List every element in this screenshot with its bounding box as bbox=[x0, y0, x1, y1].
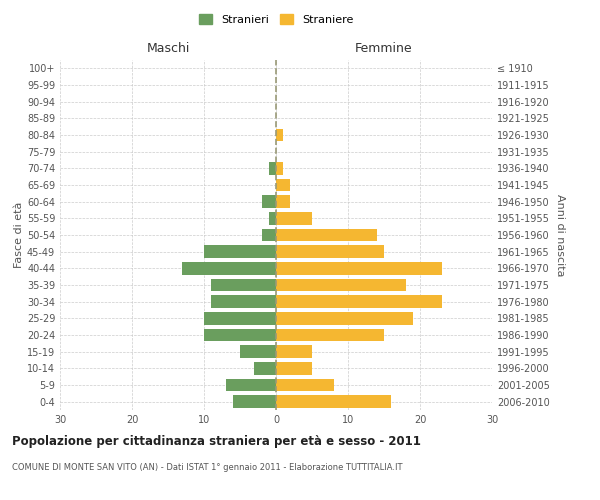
Bar bbox=[276, 346, 312, 358]
Bar bbox=[269, 212, 276, 224]
Bar bbox=[276, 246, 384, 258]
Bar bbox=[276, 362, 312, 374]
Bar bbox=[240, 346, 276, 358]
Bar bbox=[276, 212, 312, 224]
Text: COMUNE DI MONTE SAN VITO (AN) - Dati ISTAT 1° gennaio 2011 - Elaborazione TUTTIT: COMUNE DI MONTE SAN VITO (AN) - Dati IST… bbox=[12, 462, 403, 471]
Bar bbox=[276, 229, 377, 241]
Bar bbox=[276, 179, 290, 192]
Bar bbox=[204, 329, 276, 341]
Bar bbox=[254, 362, 276, 374]
Bar bbox=[211, 296, 276, 308]
Bar bbox=[182, 262, 276, 274]
Bar bbox=[226, 379, 276, 391]
Bar bbox=[276, 329, 384, 341]
Y-axis label: Fasce di età: Fasce di età bbox=[14, 202, 24, 268]
Bar bbox=[262, 229, 276, 241]
Bar bbox=[276, 162, 283, 174]
Bar bbox=[276, 396, 391, 408]
Bar bbox=[276, 312, 413, 324]
Bar bbox=[204, 312, 276, 324]
Bar bbox=[276, 279, 406, 291]
Bar bbox=[276, 129, 283, 141]
Bar bbox=[276, 196, 290, 208]
Y-axis label: Anni di nascita: Anni di nascita bbox=[555, 194, 565, 276]
Bar bbox=[233, 396, 276, 408]
Text: Popolazione per cittadinanza straniera per età e sesso - 2011: Popolazione per cittadinanza straniera p… bbox=[12, 435, 421, 448]
Bar bbox=[262, 196, 276, 208]
Text: Maschi: Maschi bbox=[146, 42, 190, 55]
Legend: Stranieri, Straniere: Stranieri, Straniere bbox=[195, 10, 357, 28]
Bar bbox=[276, 379, 334, 391]
Bar bbox=[276, 296, 442, 308]
Text: Femmine: Femmine bbox=[355, 42, 413, 55]
Bar bbox=[276, 262, 442, 274]
Bar bbox=[269, 162, 276, 174]
Bar bbox=[211, 279, 276, 291]
Bar bbox=[204, 246, 276, 258]
